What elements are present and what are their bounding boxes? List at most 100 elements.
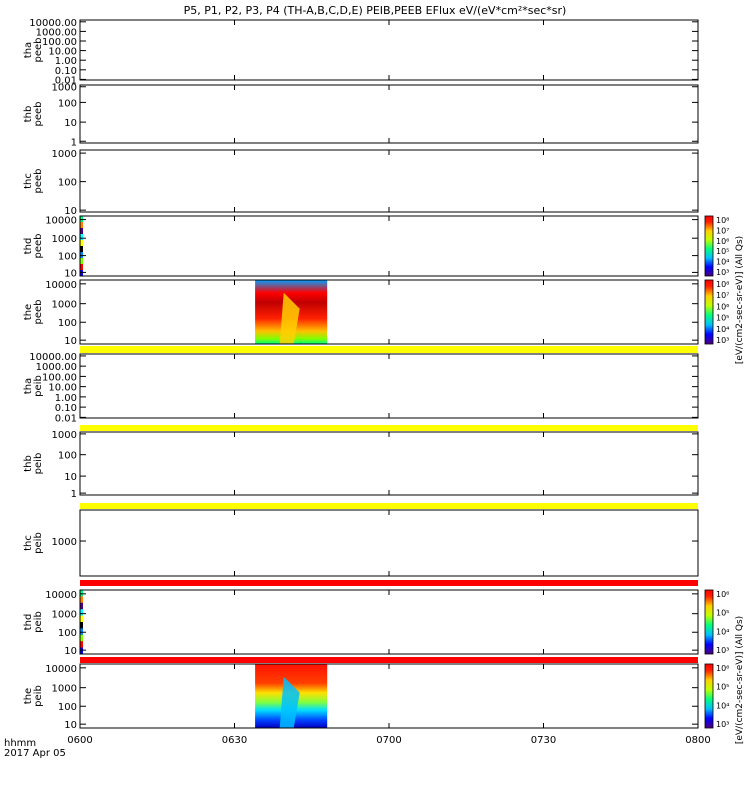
panel-frame: [79, 663, 699, 729]
panel-label: thb: [23, 455, 34, 472]
panel-label: peib: [33, 453, 44, 475]
band-red: [80, 657, 698, 663]
y-tick-label: 1: [71, 489, 77, 500]
y-tick-label: 100.00: [42, 37, 77, 48]
y-tick-label: 10: [64, 268, 77, 279]
y-tick-label: 10000.00: [29, 18, 77, 29]
panel-thb-peeb: 1000 100 10 1 thb peeb: [23, 83, 699, 148]
colorbar-units-label: [eV/(cm2-sec-sr-eV)] (All Qs): [735, 616, 745, 744]
y-tick-label: 100: [58, 451, 77, 462]
panel-frame: [79, 353, 699, 419]
colorbar-tick-label: 10⁴: [716, 627, 729, 636]
colorbar-tick-label: 10³: [716, 268, 729, 277]
spectrogram-feature: [279, 676, 300, 728]
y-tick-label: 1000: [52, 83, 77, 94]
colorbar: [704, 589, 714, 655]
y-tick-label: 0.10: [55, 403, 77, 414]
colorbar-tick-label: 10³: [716, 720, 729, 729]
y-tick-label: 100: [58, 318, 77, 329]
y-tick-label: 1000: [52, 684, 77, 695]
panel-label: peib: [33, 532, 44, 554]
x-tick-label: 0800: [685, 735, 710, 746]
y-tick-label: 10: [64, 118, 77, 129]
y-tick-label: 1.00: [55, 56, 77, 67]
colorbar-tick-label: 10⁴: [716, 258, 729, 267]
y-tick-label: 10000: [45, 280, 77, 291]
panel-frame: [79, 431, 699, 496]
colorbar: [704, 663, 714, 729]
colorbar-tick-label: 10⁴: [716, 325, 729, 334]
x-tick-label: 0630: [222, 735, 247, 746]
panel-thc-peeb: 1000 100 10 thc peeb: [23, 149, 699, 217]
chart-title: P5, P1, P2, P3, P4 (TH-A,B,C,D,E) PEIB,P…: [184, 4, 567, 17]
panel-label: thb: [23, 106, 34, 123]
y-tick-label: 1000.00: [36, 27, 77, 38]
x-tick-label: 0730: [531, 735, 556, 746]
panel-label: peeb: [33, 169, 44, 194]
y-tick-label: 10000.00: [29, 352, 77, 363]
y-tick-label: 100: [58, 628, 77, 639]
colorbar-tick-label: 10⁵: [716, 247, 729, 256]
colorbar-units-label: [eV/(cm2-sec-sr-eV)] (All Qs): [735, 236, 745, 364]
y-tick-label: 10: [64, 646, 77, 657]
y-tick-label: 0.01: [55, 75, 77, 86]
y-tick-label: 1000: [52, 149, 77, 160]
panel-label: peeb: [33, 38, 44, 63]
y-tick-label: 10.00: [48, 47, 77, 58]
panel-label: thc: [23, 173, 34, 189]
x-tick-label: 0600: [67, 735, 92, 746]
spectrogram-strip: [80, 234, 83, 241]
panel-thc-peib: 1000 thc peib: [23, 509, 699, 577]
panel-label: thc: [23, 535, 34, 551]
colorbar-tick-label: 10⁴: [716, 701, 729, 710]
y-tick-label: 100: [58, 702, 77, 713]
colorbar-tick-label: 10⁸: [716, 280, 729, 289]
spectrogram-feature: [279, 292, 300, 344]
spectrogram-strip: [80, 270, 83, 277]
spectrogram-strip: [80, 609, 83, 617]
spectrogram-strip: [80, 246, 83, 253]
y-tick-label: 10.00: [48, 383, 77, 394]
band-yellow: [80, 425, 698, 431]
panel-label: peib: [33, 685, 44, 707]
panel-frame: [79, 149, 699, 213]
y-tick-label: 1000.00: [36, 362, 77, 373]
y-tick-label: 1000: [52, 610, 77, 621]
y-tick-label: 10000: [45, 590, 77, 601]
y-tick-label: 0.01: [55, 413, 77, 424]
y-tick-label: 1000: [52, 430, 77, 441]
colorbar-tick-label: 10⁶: [716, 302, 729, 311]
footer-date: 2017 Apr 05: [4, 748, 66, 759]
spectrogram-strip: [80, 596, 83, 604]
colorbar-tick-label: 10³: [716, 646, 729, 655]
colorbar-tick-label: 10⁸: [716, 216, 729, 225]
y-tick-label: 10000: [45, 216, 77, 227]
y-tick-label: 1: [71, 137, 77, 148]
y-tick-label: 1000: [52, 234, 77, 245]
panel-the-peib: 10000 1000 100 10 the peib 10⁶ 10⁵ 10⁴ 10³: [23, 663, 729, 731]
spectrogram-strip: [80, 222, 83, 229]
panel-label: peeb: [33, 300, 44, 325]
panel-label: tha: [23, 42, 34, 58]
spectrogram-strip: [80, 258, 83, 265]
panel-label: thd: [23, 238, 34, 255]
colorbar-tick-label: 10⁷: [716, 226, 729, 235]
y-tick-label: 1.00: [55, 393, 77, 404]
colorbar-tick-label: 10⁵: [716, 609, 729, 618]
y-tick-label: 10: [64, 720, 77, 731]
spectrogram-strip: [80, 602, 83, 610]
panel-frame: [79, 279, 699, 345]
band-red: [80, 580, 698, 586]
spectrogram-strip: [80, 634, 83, 642]
y-tick-label: 100: [58, 252, 77, 263]
colorbar-tick-label: 10⁶: [716, 664, 729, 673]
y-tick-label: 100: [58, 98, 77, 109]
panel-label: the: [23, 688, 34, 704]
y-tick-label: 1000: [52, 537, 77, 548]
colorbar-tick-label: 10⁵: [716, 683, 729, 692]
y-tick-label: 100.00: [42, 372, 77, 383]
panel-frame: [79, 215, 699, 277]
